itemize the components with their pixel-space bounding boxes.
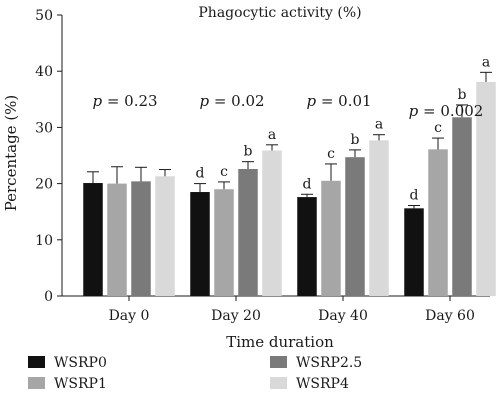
bar-wsrp4-day-40 <box>369 140 389 296</box>
bar-wsrp1-day-40 <box>321 180 341 296</box>
significance-letter: a <box>375 117 383 133</box>
x-tick-label: Day 0 <box>109 308 150 324</box>
y-tick-label: 30 <box>35 120 53 136</box>
legend-swatch-wsrp1 <box>28 377 45 389</box>
legend-swatch-wsrp2-5 <box>270 356 287 368</box>
legend-label-wsrp2-5: WSRP2.5 <box>296 355 362 371</box>
legend: WSRP0 WSRP2.5 WSRP1 WSRP4 <box>28 355 362 392</box>
significance-letter: c <box>220 164 228 180</box>
p-symbol: p <box>409 102 419 120</box>
y-tick-label: 10 <box>35 233 53 249</box>
significance-letter: d <box>196 166 205 182</box>
bar-wsrp4-day-60 <box>476 81 496 297</box>
y-tick-label: 20 <box>35 177 53 193</box>
legend-label-wsrp0: WSRP0 <box>54 355 107 371</box>
bar-wsrp1-day-60 <box>428 149 448 296</box>
p-symbol: p <box>92 92 102 110</box>
significance-letter: c <box>434 120 442 136</box>
bar-wsrp0-day-40 <box>297 197 317 296</box>
p-value-label: p = 0.23 <box>92 92 157 110</box>
significance-letter: b <box>244 144 253 160</box>
bar-wsrp4-day-0 <box>155 176 175 296</box>
p-value: = 0.02 <box>209 92 265 110</box>
p-value-label: p = 0.02 <box>199 92 264 110</box>
legend-label-wsrp1: WSRP1 <box>54 376 107 392</box>
bar-wsrp2-5-day-40 <box>345 157 365 296</box>
x-tick-label: Day 60 <box>425 308 475 324</box>
bar-wsrp1-day-20 <box>214 189 234 296</box>
y-tick-label: 40 <box>35 64 53 80</box>
p-symbol: p <box>306 92 316 110</box>
y-tick-label: 0 <box>44 289 53 305</box>
chart-title: Phagocytic activity (%) <box>198 5 361 21</box>
legend-swatch-wsrp0 <box>28 356 45 368</box>
p-value: = 0.23 <box>102 92 158 110</box>
p-value: = 0.01 <box>316 92 372 110</box>
x-axis-title: Time duration <box>226 333 334 351</box>
bar-wsrp0-day-60 <box>404 208 424 296</box>
bar-wsrp0-day-20 <box>190 192 210 296</box>
x-tick-label: Day 20 <box>211 308 261 324</box>
p-value: = 0.002 <box>418 102 483 120</box>
bar-wsrp4-day-20 <box>262 150 282 296</box>
x-tick-label: Day 40 <box>318 308 368 324</box>
significance-letter: c <box>327 146 335 162</box>
bar-wsrp0-day-0 <box>83 183 103 296</box>
p-value-label: p = 0.01 <box>306 92 371 110</box>
significance-letter: b <box>458 87 467 103</box>
significance-letter: a <box>482 54 490 70</box>
bar-wsrp2-5-day-20 <box>238 168 258 296</box>
bar-wsrp1-day-0 <box>107 183 127 296</box>
significance-letter: b <box>351 132 360 148</box>
bar-wsrp2-5-day-60 <box>452 117 472 296</box>
significance-letter: a <box>268 127 276 143</box>
bar-wsrp2-5-day-0 <box>131 181 151 296</box>
legend-swatch-wsrp4 <box>270 377 287 389</box>
y-tick-label: 50 <box>35 8 53 24</box>
y-axis-title: Percentage (%) <box>2 95 20 212</box>
p-value-label: p = 0.002 <box>409 102 484 120</box>
significance-letter: d <box>410 188 419 204</box>
legend-label-wsrp4: WSRP4 <box>296 376 349 392</box>
p-symbol: p <box>199 92 209 110</box>
significance-letter: d <box>303 176 312 192</box>
